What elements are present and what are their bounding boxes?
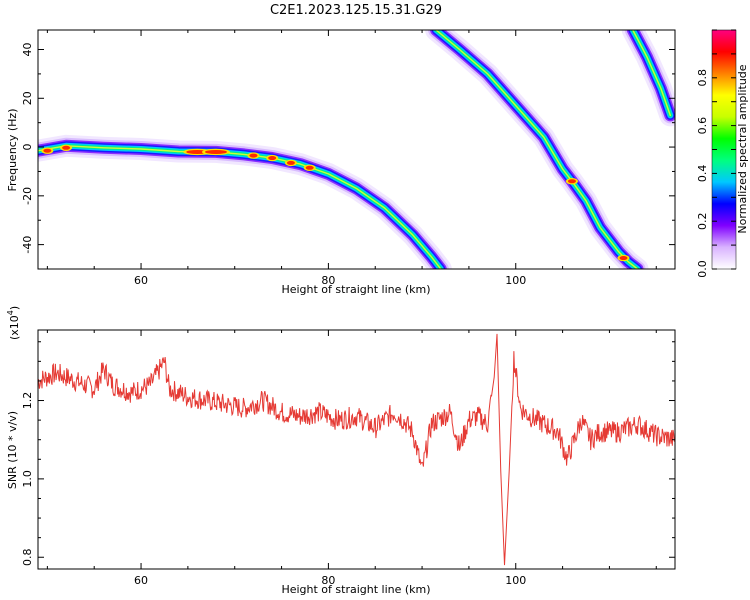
y-tick-label: 40 — [21, 43, 34, 57]
snr-y-multiplier: (x104) — [6, 306, 21, 340]
hotspot-core — [305, 165, 314, 170]
colorbar-tick-label: 0.0 — [696, 260, 709, 278]
x-tick-label: 80 — [321, 574, 335, 587]
colorbar-tick-label: 0.2 — [696, 212, 709, 230]
hotspot-core — [567, 179, 576, 184]
y-tick-label: -20 — [21, 187, 34, 205]
colorbar-frame — [711, 29, 737, 270]
spectrogram-ridges — [38, 30, 675, 269]
hotspot-core — [204, 149, 227, 154]
spectrogram-x-ticks: 60 80 100 — [46, 30, 657, 287]
spectrogram-x-label: Height of straight line (km) — [281, 283, 430, 296]
y-tick-label: 1.0 — [21, 470, 34, 488]
hotspot-core — [249, 153, 258, 158]
snr-y-ticks: 0.8 1.0 1.2 — [21, 341, 675, 566]
hotspot-core — [268, 156, 277, 161]
y-tick-label: -40 — [21, 236, 34, 254]
snr-plot-area — [38, 330, 675, 569]
snr-panel: 60 80 100 0.8 1.0 1.2 Height of straight lin… — [6, 306, 676, 596]
spectrogram-panel: 60 80 100 -40 -20 0 20 40 Height of straight l… — [6, 29, 676, 296]
snr-series-line — [38, 333, 675, 566]
snr-x-label: Height of straight line (km) — [281, 583, 430, 596]
x-tick-label: 60 — [134, 274, 148, 287]
y-tick-label: 0.8 — [21, 548, 34, 566]
colorbar-ticks: 0.0 0.2 0.4 0.6 0.8 — [696, 29, 737, 278]
hotspot-core — [619, 256, 628, 261]
figure-title: C2E1.2023.125.15.31.G29 — [270, 3, 442, 18]
y-tick-label: 1.2 — [21, 392, 34, 410]
colorbar-tick-label: 0.8 — [696, 69, 709, 87]
hotspot-core — [62, 145, 71, 150]
y-tick-label: 0 — [21, 144, 34, 151]
x-tick-label: 100 — [505, 274, 526, 287]
colorbar-label: Normalized spectral amplitude — [736, 64, 749, 233]
y-tick-label: 20 — [21, 91, 34, 105]
ridge-2-band-7 — [435, 30, 639, 269]
colorbar-tick-label: 0.4 — [696, 165, 709, 183]
ridge-3-band-7 — [632, 30, 671, 117]
snr-x-ticks: 60 80 100 — [46, 330, 657, 587]
spectrogram-frame — [37, 29, 676, 270]
snr-frame — [37, 329, 676, 570]
x-tick-label: 100 — [505, 574, 526, 587]
snr-y-label: SNR (10 * v/v) — [6, 411, 19, 489]
hotspot-core — [43, 148, 52, 153]
colorbar: 0.0 0.2 0.4 0.6 0.8 Normalized spectral ampl… — [696, 29, 749, 278]
x-tick-label: 60 — [134, 574, 148, 587]
spectrogram-y-label: Frequency (Hz) — [6, 109, 19, 192]
spectrogram-y-ticks: -40 -20 0 20 40 — [21, 43, 675, 270]
hotspot-core — [286, 160, 295, 165]
colorbar-tick-label: 0.6 — [696, 117, 709, 135]
x-tick-label: 80 — [321, 274, 335, 287]
